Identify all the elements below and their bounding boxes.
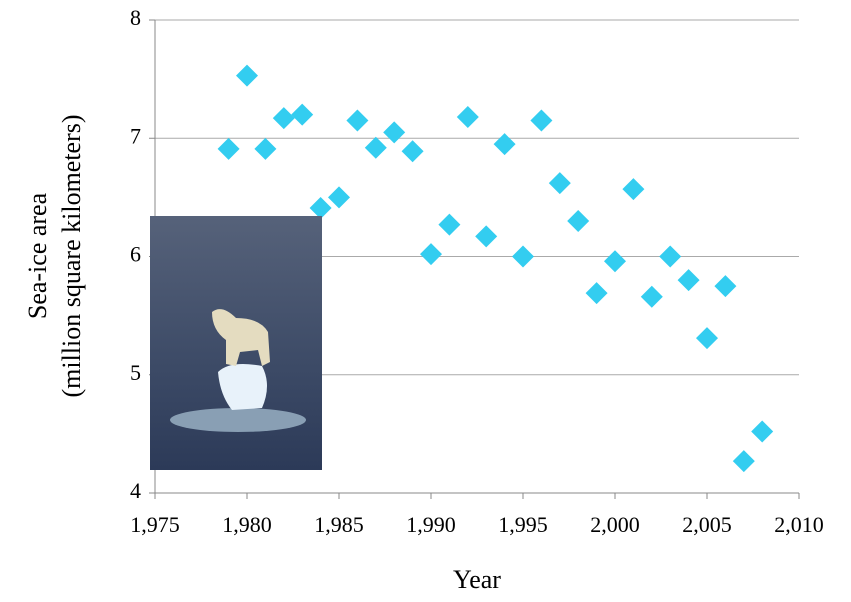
point bbox=[364, 136, 387, 159]
x-tick-label: 1,995 bbox=[498, 512, 548, 537]
x-tick-label: 2,000 bbox=[590, 512, 640, 537]
point bbox=[236, 64, 258, 87]
point bbox=[254, 137, 277, 160]
point bbox=[622, 178, 645, 201]
points bbox=[217, 64, 774, 473]
polar-bear bbox=[212, 309, 270, 366]
point bbox=[272, 107, 295, 130]
point bbox=[346, 109, 369, 132]
y-tick-label: 5 bbox=[130, 360, 141, 385]
point bbox=[309, 197, 332, 220]
y-axis-title: Sea-ice area (million square kilometers) bbox=[23, 114, 86, 397]
point bbox=[640, 285, 663, 308]
point bbox=[328, 186, 350, 209]
point bbox=[530, 109, 553, 132]
ice-block bbox=[218, 364, 267, 410]
point bbox=[493, 133, 516, 156]
y-tick-label: 4 bbox=[130, 478, 141, 503]
point bbox=[604, 250, 626, 273]
point bbox=[548, 172, 571, 195]
x-tick-label: 1,980 bbox=[222, 512, 272, 537]
point bbox=[438, 213, 461, 236]
point bbox=[585, 282, 608, 305]
point bbox=[383, 121, 406, 144]
point bbox=[659, 245, 682, 268]
point bbox=[567, 210, 590, 233]
polar-bear-photo bbox=[150, 216, 322, 470]
point bbox=[751, 420, 774, 443]
point bbox=[714, 275, 737, 298]
point bbox=[475, 225, 498, 248]
y-axis-title-line: (million square kilometers) bbox=[57, 114, 86, 397]
point bbox=[420, 243, 442, 266]
x-tick-label: 1,990 bbox=[406, 512, 456, 537]
y-tick-label: 7 bbox=[130, 123, 141, 148]
point bbox=[696, 327, 718, 350]
point bbox=[291, 103, 314, 126]
ice-floe bbox=[170, 408, 306, 432]
point bbox=[401, 140, 424, 163]
y-tick-label: 8 bbox=[130, 5, 141, 30]
y-axis-title-line: Sea-ice area bbox=[23, 192, 52, 319]
point bbox=[217, 137, 240, 160]
point bbox=[677, 269, 700, 292]
x-tick-label: 1,975 bbox=[130, 512, 180, 537]
x-tick-label: 1,985 bbox=[314, 512, 364, 537]
y-tick-label: 6 bbox=[130, 242, 141, 267]
point bbox=[456, 105, 479, 128]
point bbox=[732, 450, 755, 473]
x-tick-label: 2,005 bbox=[682, 512, 732, 537]
x-tick-label: 2,010 bbox=[774, 512, 824, 537]
point bbox=[512, 245, 534, 268]
x-axis-title: Year bbox=[453, 565, 501, 594]
